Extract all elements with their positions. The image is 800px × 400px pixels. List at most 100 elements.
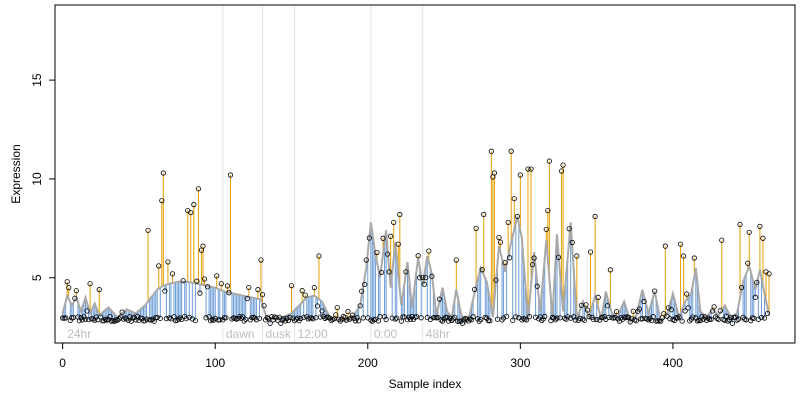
data-point (378, 269, 385, 276)
data-point (267, 320, 273, 326)
data-point (101, 318, 107, 324)
data-point (253, 317, 260, 323)
data-point (766, 271, 772, 277)
data-point (311, 285, 317, 291)
data-point (276, 314, 282, 320)
data-point (713, 314, 719, 320)
data-point (481, 211, 487, 218)
x-tick-label: 400 (663, 356, 683, 370)
data-point (554, 315, 560, 321)
data-point (664, 313, 670, 319)
data-point (348, 315, 354, 321)
y-tick-label: 10 (30, 172, 44, 186)
data-point (226, 290, 232, 296)
data-point (208, 318, 214, 324)
data-point (504, 313, 510, 319)
data-point (386, 269, 392, 275)
data-point (729, 320, 736, 326)
data-point (685, 305, 691, 311)
data-point (577, 315, 583, 321)
data-point (435, 314, 441, 321)
data-point (540, 316, 546, 322)
data-point (735, 316, 742, 322)
data-point (307, 315, 313, 321)
data-point (446, 318, 452, 324)
data-point (572, 317, 578, 323)
data-point (256, 315, 263, 321)
data-point (684, 291, 690, 297)
data-point (510, 317, 516, 323)
data-point (528, 166, 534, 172)
data-point (507, 255, 513, 261)
y-axis: 5 10 15 (30, 73, 55, 281)
data-point (760, 235, 766, 241)
data-point (650, 314, 656, 320)
data-point (529, 262, 536, 268)
data-point (363, 257, 369, 263)
data-point (641, 298, 647, 305)
data-point (224, 283, 231, 289)
data-point (188, 209, 194, 216)
data-point (227, 172, 234, 178)
data-point (590, 316, 597, 323)
data-point (758, 314, 765, 321)
data-point (145, 227, 151, 233)
data-point (192, 317, 198, 324)
data-point (636, 306, 642, 312)
data-point (525, 166, 531, 172)
x-tick-label: 100 (205, 356, 225, 370)
data-point (667, 316, 673, 322)
data-point (436, 296, 443, 302)
data-point (76, 318, 83, 324)
data-point (717, 308, 723, 314)
data-point (279, 317, 285, 323)
data-point (487, 318, 493, 324)
data-point (82, 316, 89, 322)
data-point (214, 273, 220, 279)
data-point (92, 317, 98, 323)
data-point (217, 317, 223, 323)
data-point (334, 304, 340, 311)
data-point (388, 233, 394, 239)
data-point (560, 162, 566, 168)
data-point (159, 198, 165, 204)
data-point (568, 315, 574, 321)
data-point (374, 249, 380, 256)
data-point (534, 283, 540, 289)
data-point (343, 317, 350, 323)
data-point (453, 257, 459, 263)
data-point (79, 317, 86, 323)
data-point (157, 315, 163, 321)
data-point (162, 288, 168, 294)
data-point (517, 172, 523, 178)
data-point (505, 219, 511, 226)
data-point (197, 290, 203, 296)
data-point (555, 254, 562, 260)
phase-label-24hr: 24hr (67, 327, 91, 341)
data-point (587, 249, 594, 255)
data-point (526, 314, 533, 320)
data-point (366, 235, 372, 241)
x-axis-title: Sample index (389, 377, 462, 391)
data-point (278, 320, 284, 326)
data-point (282, 318, 288, 324)
data-point (255, 287, 261, 293)
data-point (195, 186, 202, 192)
data-point (496, 234, 502, 241)
data-point (633, 318, 639, 324)
data-point (96, 287, 102, 293)
data-point (757, 223, 763, 229)
data-point (298, 315, 304, 322)
data-point (543, 226, 549, 232)
data-point (627, 319, 633, 325)
data-point (111, 318, 118, 324)
data-point (583, 302, 589, 308)
data-point (362, 281, 368, 288)
data-point (450, 316, 456, 322)
data-point (380, 235, 386, 241)
data-point (403, 269, 409, 275)
data-point (119, 309, 125, 315)
data-point (565, 314, 571, 320)
data-point (612, 315, 618, 321)
